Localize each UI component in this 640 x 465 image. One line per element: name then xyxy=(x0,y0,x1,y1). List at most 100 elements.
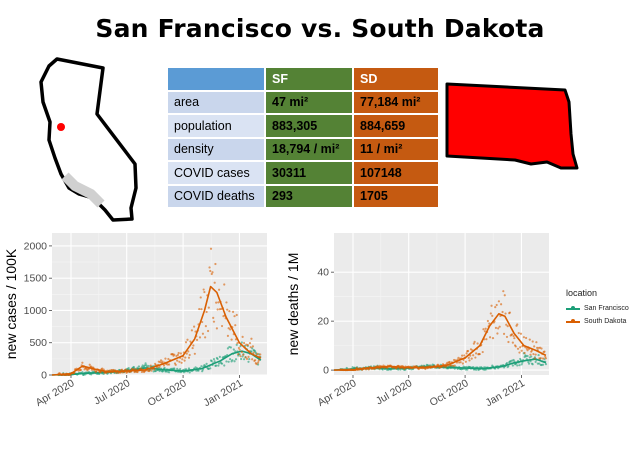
data-point xyxy=(531,363,534,366)
data-point xyxy=(527,360,530,364)
data-point xyxy=(153,368,156,371)
data-point xyxy=(538,362,541,365)
y-tick-label: 2000 xyxy=(24,240,48,252)
data-point xyxy=(191,346,194,350)
data-point xyxy=(124,368,127,371)
data-point xyxy=(206,329,210,333)
data-point xyxy=(465,352,468,355)
data-point xyxy=(496,332,499,335)
data-point xyxy=(199,296,202,299)
x-tick-label: Oct 2020 xyxy=(146,377,189,409)
data-point xyxy=(204,325,207,328)
plot-panel xyxy=(334,233,549,375)
data-point xyxy=(181,358,184,361)
y-axis-label: new cases / 100K xyxy=(3,248,19,359)
data-point xyxy=(179,352,182,355)
data-point xyxy=(189,340,192,343)
legend-label: San Francisco xyxy=(584,305,629,312)
data-point xyxy=(511,341,514,344)
data-point xyxy=(193,325,196,328)
data-point xyxy=(494,326,498,329)
table-header-sd: SD xyxy=(353,68,440,92)
legend-label: South Dakota xyxy=(584,318,627,325)
data-point xyxy=(244,356,247,359)
data-point xyxy=(180,361,183,364)
data-point xyxy=(247,360,250,363)
data-point xyxy=(238,348,241,351)
data-point xyxy=(233,360,236,363)
data-point xyxy=(502,332,506,335)
data-point xyxy=(162,364,166,367)
data-point xyxy=(248,342,252,345)
data-point xyxy=(513,337,516,340)
data-point xyxy=(254,359,257,362)
x-tick-label: Apr 2020 xyxy=(34,377,77,409)
table-header-blank xyxy=(168,68,266,92)
data-point xyxy=(176,367,179,370)
data-point xyxy=(503,294,506,297)
data-point xyxy=(466,349,470,353)
data-point xyxy=(200,365,203,368)
y-tick-label: 0 xyxy=(41,370,47,382)
data-point xyxy=(519,346,522,349)
data-point xyxy=(176,359,179,362)
data-point xyxy=(147,364,150,368)
data-point xyxy=(226,347,230,350)
data-point xyxy=(213,360,216,363)
data-point xyxy=(229,346,232,349)
data-point xyxy=(512,334,515,338)
data-point xyxy=(217,362,221,365)
data-point xyxy=(497,300,500,303)
data-point xyxy=(482,328,485,331)
sd-value: 1705 xyxy=(353,184,440,209)
data-point xyxy=(159,359,163,362)
data-point xyxy=(227,360,230,363)
data-point xyxy=(544,362,548,366)
data-point xyxy=(242,341,246,345)
data-point xyxy=(459,361,462,364)
data-point xyxy=(491,337,495,340)
data-point xyxy=(472,354,475,357)
x-tick-label: Jul 2020 xyxy=(92,377,133,407)
x-tick-label: Apr 2020 xyxy=(316,377,359,409)
data-point xyxy=(217,364,220,367)
sf-value: 47 mi² xyxy=(265,90,354,115)
data-point xyxy=(81,361,84,364)
data-point xyxy=(468,359,471,362)
data-point xyxy=(183,359,186,362)
california-coast-detail xyxy=(61,172,105,208)
data-point xyxy=(514,345,517,348)
data-point xyxy=(516,364,519,367)
data-point xyxy=(204,336,207,339)
y-tick-label: 500 xyxy=(29,337,47,349)
y-tick-label: 0 xyxy=(323,365,329,377)
sf-location-marker xyxy=(57,123,65,131)
table-header-sf: SF xyxy=(265,68,354,92)
sd-value: 77,184 mi² xyxy=(353,90,440,115)
data-point xyxy=(215,301,218,304)
sf-value: 30311 xyxy=(265,161,354,186)
data-point xyxy=(79,368,83,372)
data-point xyxy=(494,306,497,309)
data-point xyxy=(140,367,143,370)
data-point xyxy=(229,328,232,331)
data-point xyxy=(217,301,220,304)
data-point xyxy=(234,324,237,327)
data-point xyxy=(251,345,255,348)
data-point xyxy=(491,314,494,317)
data-point xyxy=(198,336,202,339)
data-point xyxy=(220,324,224,328)
data-point xyxy=(250,350,253,353)
data-point xyxy=(215,364,218,367)
data-point xyxy=(520,363,523,366)
data-point xyxy=(168,371,171,374)
data-point xyxy=(453,364,456,367)
page-title: San Francisco vs. South Dakota xyxy=(95,14,545,43)
data-point xyxy=(223,364,226,367)
data-point xyxy=(205,310,208,314)
data-point xyxy=(230,338,233,341)
data-point xyxy=(242,358,246,361)
south-dakota-outline xyxy=(445,82,579,170)
data-point xyxy=(177,351,180,355)
data-point xyxy=(215,327,218,330)
